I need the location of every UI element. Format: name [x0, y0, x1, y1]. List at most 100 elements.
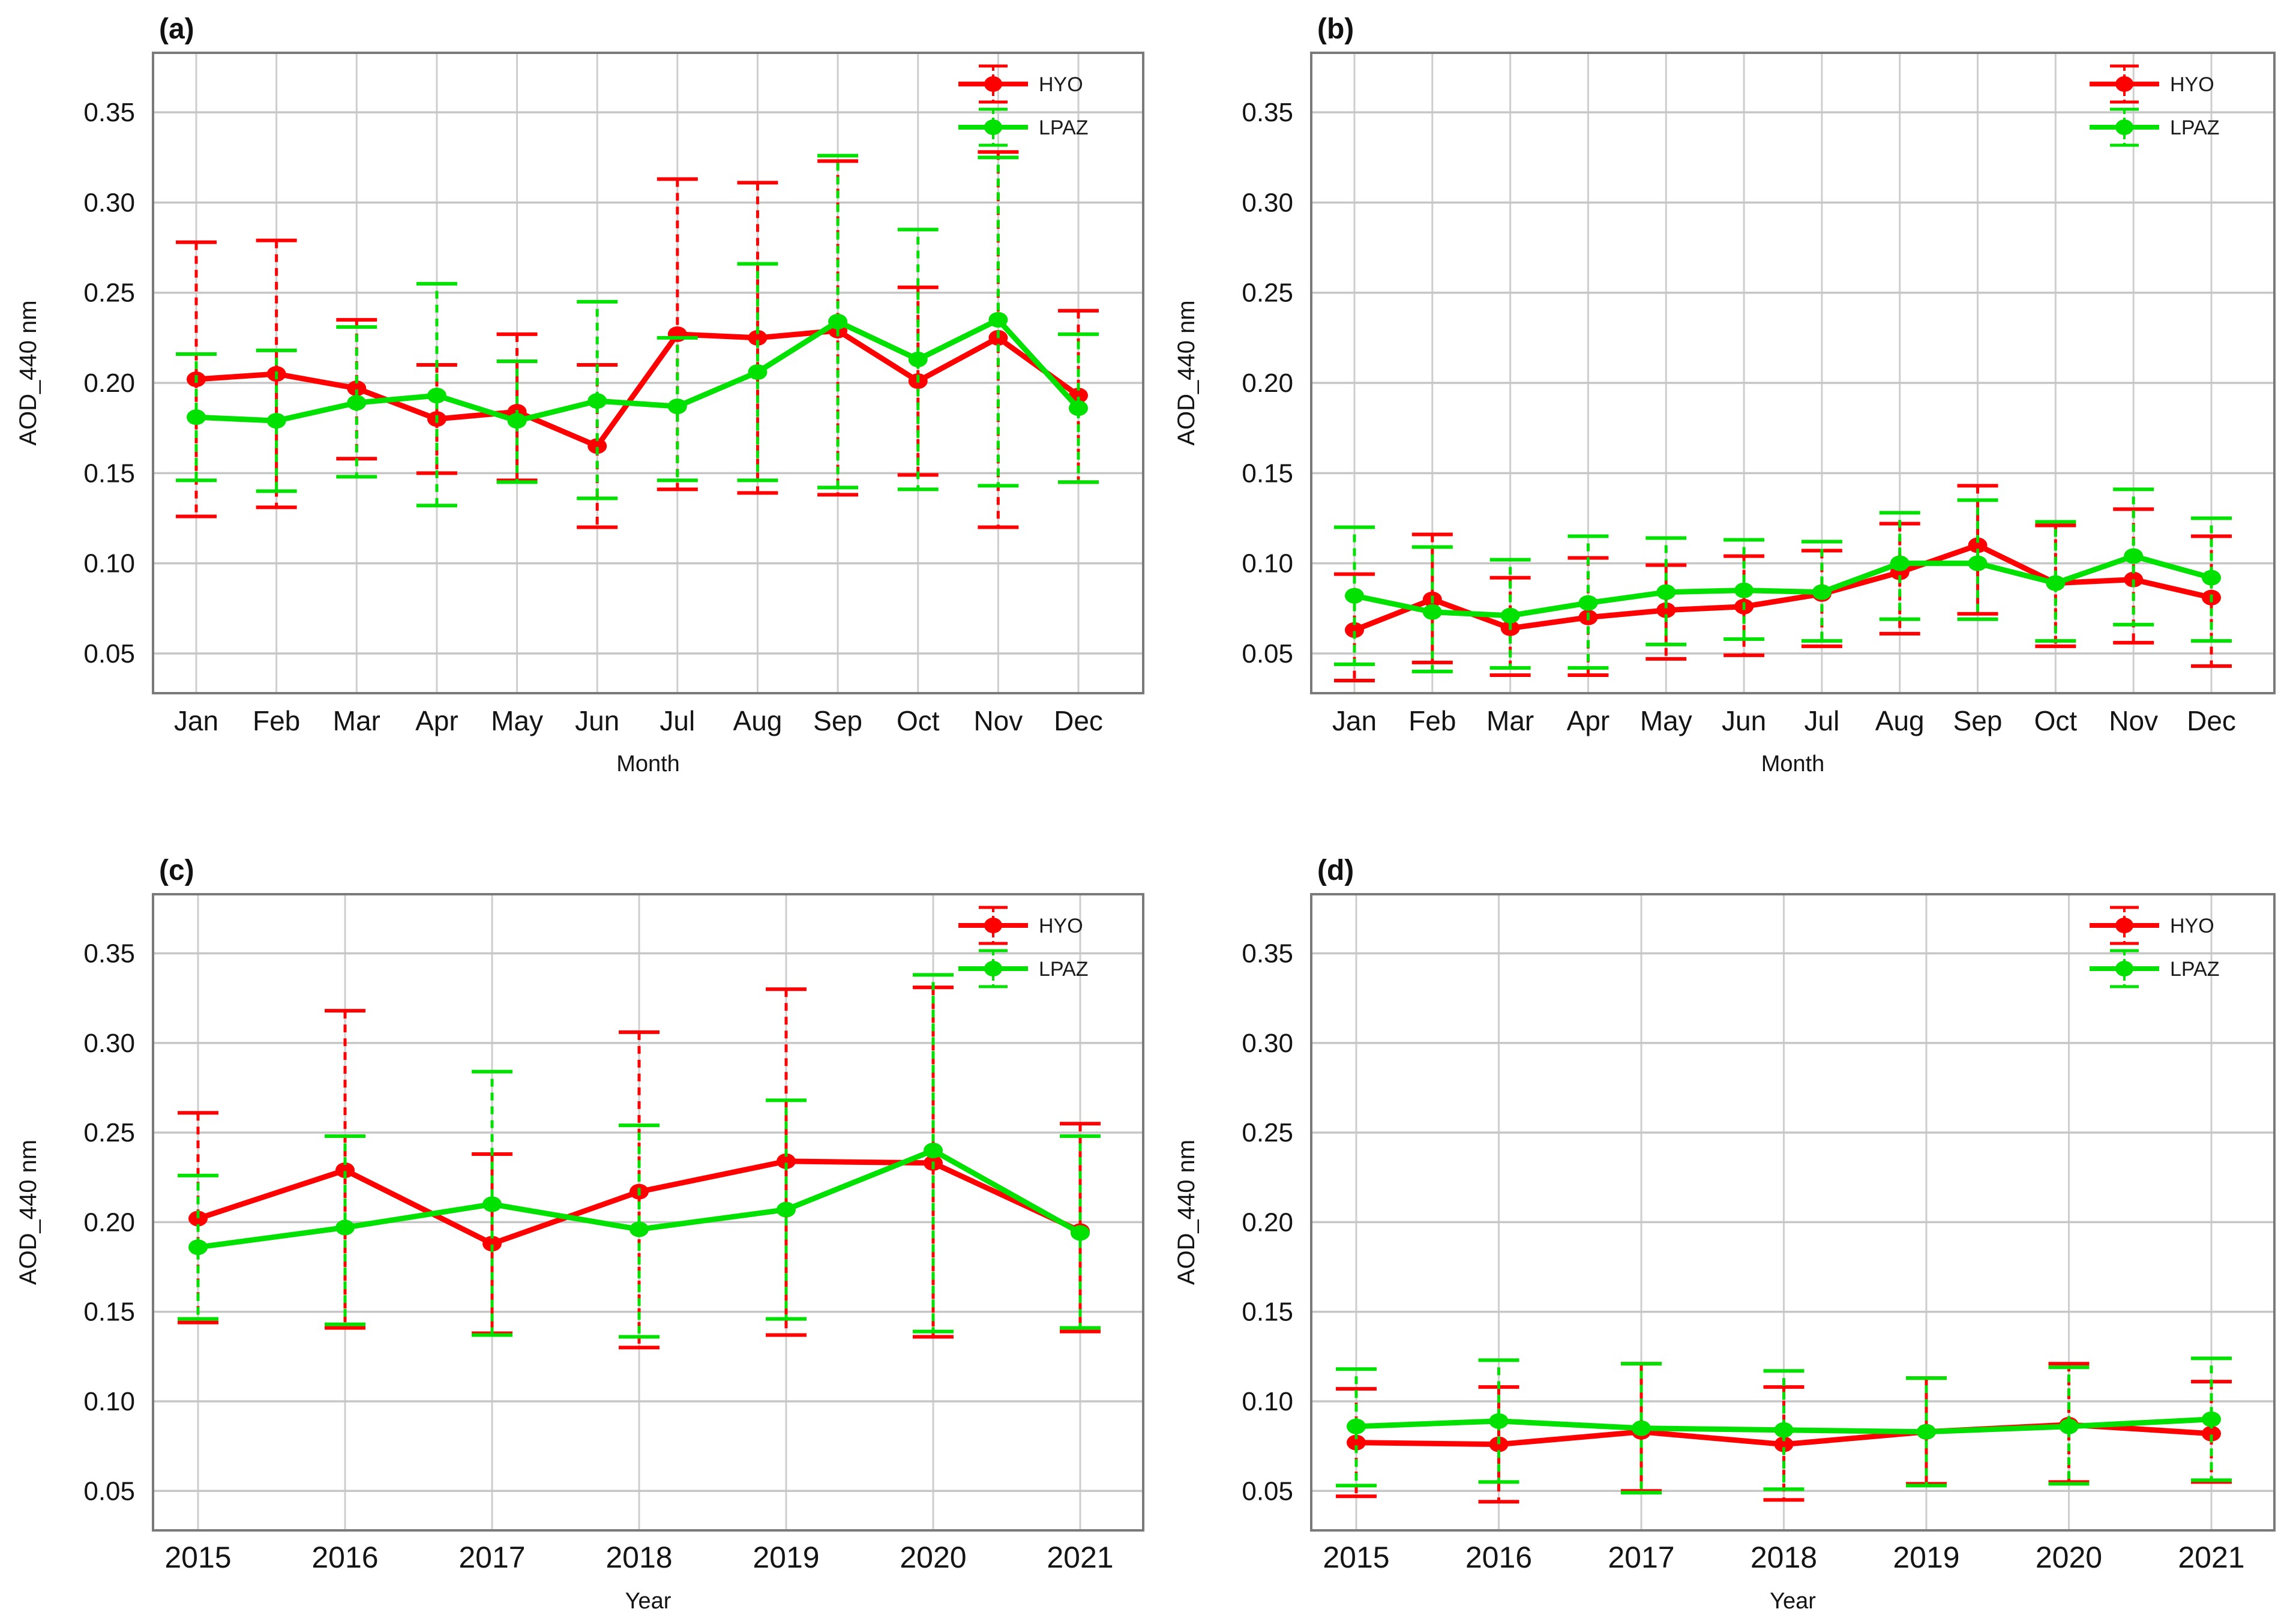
data-line-HYO — [193, 328, 1081, 449]
legend: HYO LPAZ — [958, 64, 1089, 147]
data-point-LPAZ — [187, 409, 206, 426]
legend-entry-LPAZ: LPAZ — [958, 107, 1089, 147]
x-tick-label: Jan — [174, 705, 218, 736]
series-LPAZ — [1334, 487, 2232, 673]
grid — [153, 894, 1143, 1530]
y-tick-label: 0.15 — [1242, 459, 1293, 488]
data-point-LPAZ — [335, 1220, 355, 1236]
data-point-LPAZ — [1578, 595, 1598, 611]
data-point-LPAZ — [1500, 607, 1520, 624]
data-point-LPAZ — [908, 351, 928, 367]
y-tick-label: 0.25 — [83, 1118, 135, 1147]
legend-entry-HYO: HYO — [958, 64, 1083, 104]
y-tick-label: 0.15 — [83, 459, 135, 488]
data-point-LPAZ — [1345, 588, 1364, 604]
x-tick-label: 2018 — [1751, 1541, 1817, 1574]
data-point-LPAZ — [1071, 1225, 1090, 1241]
y-tick-label: 0.15 — [1242, 1298, 1293, 1327]
data-point-LPAZ — [1632, 1420, 1651, 1436]
data-point-LPAZ — [667, 398, 687, 415]
y-axis-title: AOD_440 nm — [15, 300, 41, 445]
data-point-HYO — [1345, 622, 1364, 638]
data-line-LPAZ — [1351, 553, 2214, 619]
legend-entry-HYO: HYO — [958, 906, 1083, 945]
data-point-LPAZ — [507, 413, 527, 429]
x-tick-label: 2021 — [2178, 1541, 2244, 1574]
x-tick-label: Apr — [1567, 705, 1610, 736]
legend-entry-LPAZ: LPAZ — [958, 949, 1089, 988]
legend-label: HYO — [2170, 915, 2214, 937]
x-tick-label: Aug — [733, 705, 783, 736]
y-axis-title: AOD_440 nm — [1173, 300, 1200, 445]
data-point-HYO — [777, 1153, 796, 1169]
y-tick-label: 0.30 — [1242, 1029, 1293, 1058]
legend-label: HYO — [2170, 73, 2214, 96]
y-tick-label: 0.25 — [1242, 1118, 1293, 1147]
series-LPAZ — [176, 154, 1099, 508]
data-line-HYO — [1351, 543, 2214, 633]
x-tick-label: 2016 — [1465, 1541, 1532, 1574]
y-tick-label: 0.30 — [83, 1029, 135, 1058]
x-tick-label: Feb — [1408, 705, 1456, 736]
x-tick-label: Aug — [1875, 705, 1925, 736]
panel-title: (a) — [159, 13, 194, 45]
data-point-HYO — [2202, 1425, 2221, 1442]
data-point-HYO — [1656, 602, 1676, 618]
legend-label: HYO — [1039, 915, 1083, 937]
data-point-HYO — [1347, 1434, 1366, 1451]
data-point-LPAZ — [588, 393, 607, 409]
x-axis-title: Year — [1770, 1589, 1816, 1614]
data-point-LPAZ — [2124, 548, 2144, 564]
y-tick-label: 0.20 — [1242, 1207, 1293, 1237]
x-tick-label: 2015 — [164, 1541, 231, 1574]
y-tick-label: 0.10 — [83, 549, 135, 579]
y-tick-label: 0.30 — [1242, 188, 1293, 217]
y-tick-label: 0.05 — [1242, 1476, 1293, 1506]
data-point-LPAZ — [1917, 1424, 1936, 1440]
x-tick-label: 2019 — [753, 1541, 819, 1574]
legend-marker — [2115, 961, 2133, 976]
data-point-LPAZ — [1422, 604, 1442, 620]
y-tick-label: 0.20 — [1242, 368, 1293, 398]
y-tick-label: 0.15 — [83, 1298, 135, 1327]
legend-entry-LPAZ: LPAZ — [2090, 107, 2220, 147]
y-tick-label: 0.20 — [83, 368, 135, 398]
legend-marker — [984, 76, 1002, 92]
data-point-LPAZ — [2202, 570, 2221, 586]
y-tick-label: 0.30 — [83, 188, 135, 217]
plot-border — [1310, 52, 2276, 694]
y-tick-label: 0.10 — [1242, 549, 1293, 579]
y-tick-label: 0.35 — [83, 98, 135, 127]
y-axis-title: AOD_440 nm — [15, 1140, 41, 1285]
data-point-LPAZ — [1734, 582, 1754, 598]
legend-label: LPAZ — [1039, 958, 1089, 981]
x-tick-label: Nov — [973, 705, 1023, 736]
x-axis-title: Year — [625, 1589, 672, 1614]
legend-marker — [2115, 76, 2133, 92]
data-point-LPAZ — [988, 311, 1008, 328]
panel-title: (b) — [1317, 13, 1354, 45]
panel-title: (c) — [159, 855, 194, 886]
y-tick-label: 0.25 — [83, 278, 135, 308]
data-point-HYO — [667, 326, 687, 342]
series-LPAZ — [1336, 1356, 2232, 1495]
y-tick-label: 0.35 — [83, 939, 135, 969]
x-tick-label: 2018 — [606, 1541, 672, 1574]
y-axis-title: AOD_440 nm — [1173, 1140, 1200, 1285]
x-tick-label: Sep — [1953, 705, 2003, 736]
x-tick-label: Apr — [415, 705, 458, 736]
chart-panel-b: HYO LPAZ (b) 0.35 0.30 0.25 0.20 0.15 0.10 0.05 Ja… — [1173, 13, 2276, 777]
legend: HYO LPAZ — [2090, 906, 2220, 988]
x-tick-label: May — [1640, 705, 1692, 736]
data-point-HYO — [347, 380, 367, 397]
data-point-HYO — [188, 1210, 208, 1227]
x-tick-label: Jan — [1332, 705, 1377, 736]
data-point-LPAZ — [1656, 584, 1676, 600]
x-tick-label: 2020 — [2036, 1541, 2102, 1574]
data-point-HYO — [1774, 1436, 1794, 1452]
plot-background — [1311, 53, 2274, 693]
legend-entry-HYO: HYO — [2090, 906, 2214, 945]
x-axis-title: Month — [616, 751, 680, 777]
data-point-HYO — [748, 329, 768, 346]
